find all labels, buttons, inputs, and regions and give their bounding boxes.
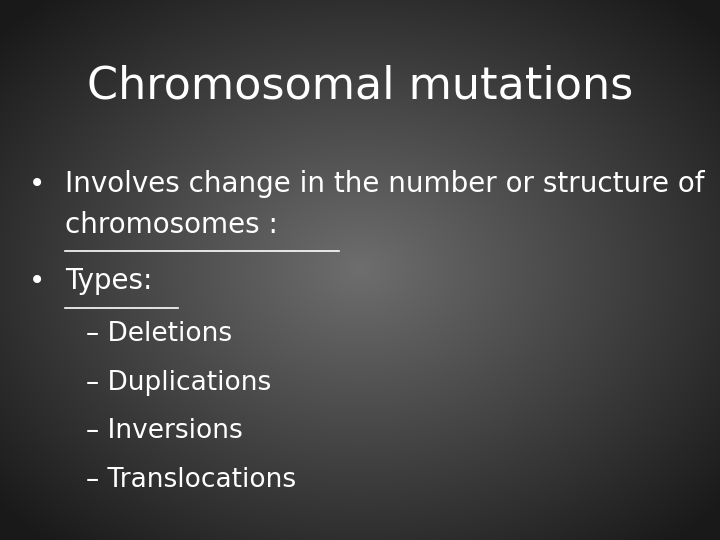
Text: – Duplications: – Duplications	[86, 370, 271, 396]
Text: – Translocations: – Translocations	[86, 467, 297, 493]
Text: •: •	[29, 170, 45, 198]
Text: Types:: Types:	[65, 267, 152, 295]
Text: – Deletions: – Deletions	[86, 321, 233, 347]
Text: •: •	[29, 267, 45, 295]
Text: Involves change in the number or structure of: Involves change in the number or structu…	[65, 170, 704, 198]
Text: Chromosomal mutations: Chromosomal mutations	[87, 65, 633, 108]
Text: – Inversions: – Inversions	[86, 418, 243, 444]
Text: chromosomes :: chromosomes :	[65, 211, 278, 239]
